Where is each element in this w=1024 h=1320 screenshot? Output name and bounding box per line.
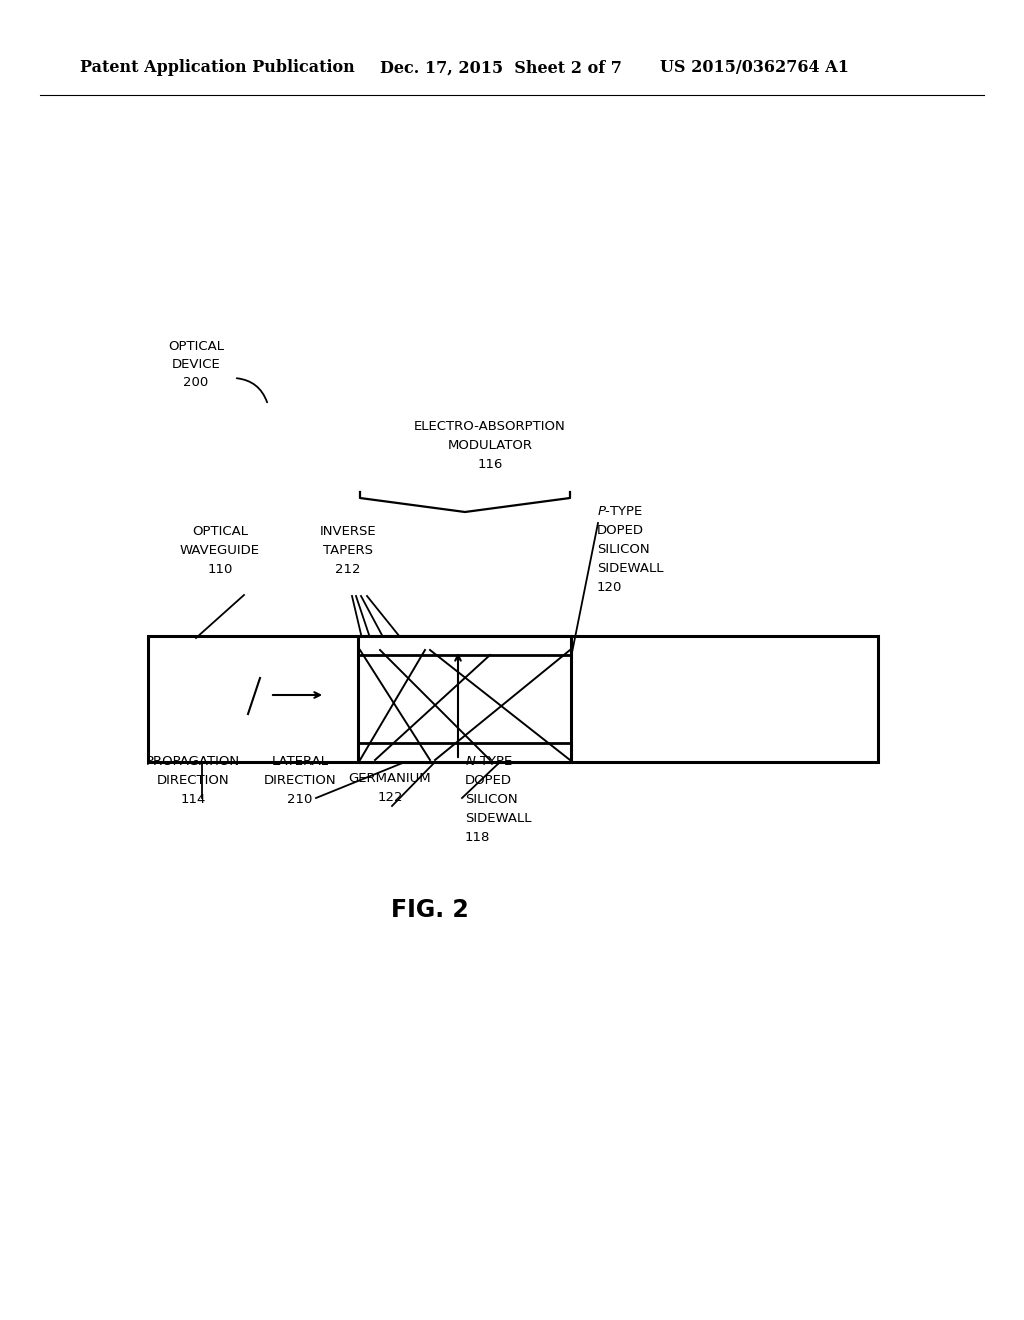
Text: 120: 120 [597, 581, 623, 594]
Text: SIDEWALL: SIDEWALL [597, 562, 664, 576]
Text: WAVEGUIDE: WAVEGUIDE [180, 544, 260, 557]
Text: PROPAGATION: PROPAGATION [146, 755, 240, 768]
Text: 200: 200 [183, 376, 209, 389]
Text: $\it{P}$-TYPE: $\it{P}$-TYPE [597, 506, 643, 517]
Text: INVERSE: INVERSE [319, 525, 376, 539]
Text: OPTICAL: OPTICAL [168, 341, 224, 352]
Text: LATERAL: LATERAL [271, 755, 329, 768]
Text: MODULATOR: MODULATOR [447, 440, 532, 451]
Bar [148, 636, 878, 762]
Text: 116: 116 [477, 458, 503, 471]
Text: DIRECTION: DIRECTION [157, 774, 229, 787]
Text: 210: 210 [288, 793, 312, 807]
Text: DOPED: DOPED [465, 774, 512, 787]
Text: DOPED: DOPED [597, 524, 644, 537]
Text: OPTICAL: OPTICAL [193, 525, 248, 539]
Text: GERMANIUM: GERMANIUM [349, 772, 431, 785]
Text: TAPERS: TAPERS [323, 544, 373, 557]
Text: SILICON: SILICON [597, 543, 649, 556]
Text: 118: 118 [465, 832, 490, 843]
Text: SILICON: SILICON [465, 793, 517, 807]
Text: SIDEWALL: SIDEWALL [465, 812, 531, 825]
Text: 212: 212 [335, 564, 360, 576]
Text: ELECTRO-ABSORPTION: ELECTRO-ABSORPTION [414, 420, 566, 433]
Text: $\it{N}$-TYPE: $\it{N}$-TYPE [465, 755, 513, 768]
Text: 114: 114 [180, 793, 206, 807]
Text: DEVICE: DEVICE [172, 358, 220, 371]
Text: FIG. 2: FIG. 2 [391, 898, 469, 921]
Bar [358, 636, 571, 762]
Text: DIRECTION: DIRECTION [264, 774, 336, 787]
Text: Dec. 17, 2015  Sheet 2 of 7: Dec. 17, 2015 Sheet 2 of 7 [380, 59, 622, 77]
Text: Patent Application Publication: Patent Application Publication [80, 59, 354, 77]
Text: 122: 122 [377, 791, 402, 804]
Text: US 2015/0362764 A1: US 2015/0362764 A1 [660, 59, 849, 77]
Text: 110: 110 [207, 564, 232, 576]
